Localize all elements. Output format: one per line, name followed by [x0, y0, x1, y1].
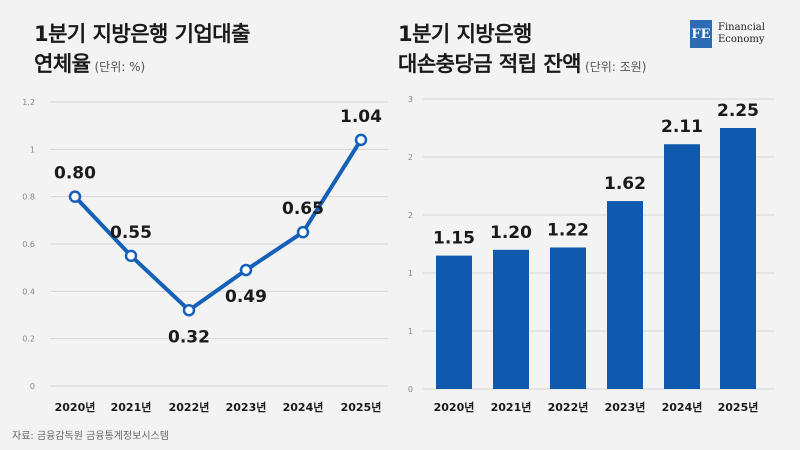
left-xtick-label: 2025년: [341, 400, 382, 414]
left-ytick-label: 1: [30, 145, 35, 154]
left-data-label: 0.49: [225, 287, 267, 307]
right-bar: [720, 128, 756, 389]
left-unit-label: (단위: %): [94, 60, 146, 74]
left-data-point: [68, 190, 82, 203]
left-ytick-label: 0.4: [22, 287, 35, 296]
right-xtick-label: 2023년: [605, 400, 646, 414]
left-data-point: [239, 263, 253, 277]
right-xtick-label: 2020년: [434, 400, 475, 414]
left-data-point: [124, 249, 138, 263]
right-data-label: 1.22: [547, 220, 589, 240]
left-xtick-label: 2023년: [226, 400, 267, 414]
right-data-label: 2.25: [717, 101, 759, 121]
right-ytick-label: 1: [408, 327, 413, 336]
left-chart-title: 1분기 지방은행 기업대출 연체율 (단위: %): [34, 19, 250, 82]
right-ytick-label: 2: [408, 153, 413, 162]
right-data-label: 1.15: [433, 229, 475, 249]
right-ytick-label: 1: [408, 269, 413, 278]
logo-line1: Financial: [718, 22, 765, 33]
source-note: 자료: 금융감독원 금융통계정보시스템: [12, 431, 169, 442]
left-data-point: [182, 304, 196, 317]
right-bar: [607, 201, 643, 389]
right-xtick-label: 2021년: [491, 400, 532, 414]
right-xtick-label: 2022년: [548, 400, 589, 414]
right-title-line2: 대손충당금 적립 잔액: [398, 52, 582, 76]
left-xtick-label: 2024년: [283, 400, 324, 414]
left-ytick-label: 0.2: [22, 335, 35, 344]
left-data-point: [296, 225, 310, 239]
right-title-line1: 1분기 지방은행: [398, 22, 532, 46]
right-ytick-label: 0: [408, 385, 413, 394]
left-data-label: 0.32: [168, 327, 210, 347]
right-bar: [436, 255, 472, 389]
left-data-label: 0.55: [110, 223, 152, 243]
right-ytick-label: 2: [408, 211, 413, 220]
right-xtick-label: 2024년: [662, 400, 703, 414]
left-xtick-label: 2020년: [55, 400, 96, 414]
left-ytick-label: 1.2: [22, 98, 35, 107]
left-ytick-label: 0.8: [22, 193, 35, 202]
right-data-label: 2.11: [661, 117, 703, 137]
left-data-label: 0.80: [54, 164, 96, 184]
right-ytick-label: 3: [408, 95, 413, 104]
left-xtick-label: 2021년: [111, 400, 152, 414]
logo-line2: Economy: [718, 34, 765, 45]
left-data-label: 1.04: [340, 107, 382, 127]
right-bar: [550, 247, 586, 389]
right-unit-label: (단위: 조원): [585, 60, 647, 74]
right-chart-title: 1분기 지방은행 대손충당금 적립 잔액 (단위: 조원): [398, 19, 646, 82]
left-data-label: 0.65: [282, 199, 324, 219]
left-xtick-label: 2022년: [169, 400, 210, 414]
logo-mark: FE: [690, 20, 712, 48]
left-series-line: [73, 137, 363, 313]
left-data-point: [354, 133, 368, 147]
left-title-line2: 연체율: [34, 52, 91, 76]
right-data-label: 1.62: [604, 174, 646, 194]
left-ytick-label: 0: [30, 382, 35, 391]
right-bar: [664, 144, 700, 389]
financial-economy-logo: FE Financial Economy: [690, 20, 765, 48]
right-xtick-label: 2025년: [718, 400, 759, 414]
left-title-line1: 1분기 지방은행 기업대출: [34, 22, 250, 46]
right-bar: [493, 249, 529, 389]
left-ytick-label: 0.6: [22, 240, 35, 249]
right-data-label: 1.20: [490, 223, 532, 243]
